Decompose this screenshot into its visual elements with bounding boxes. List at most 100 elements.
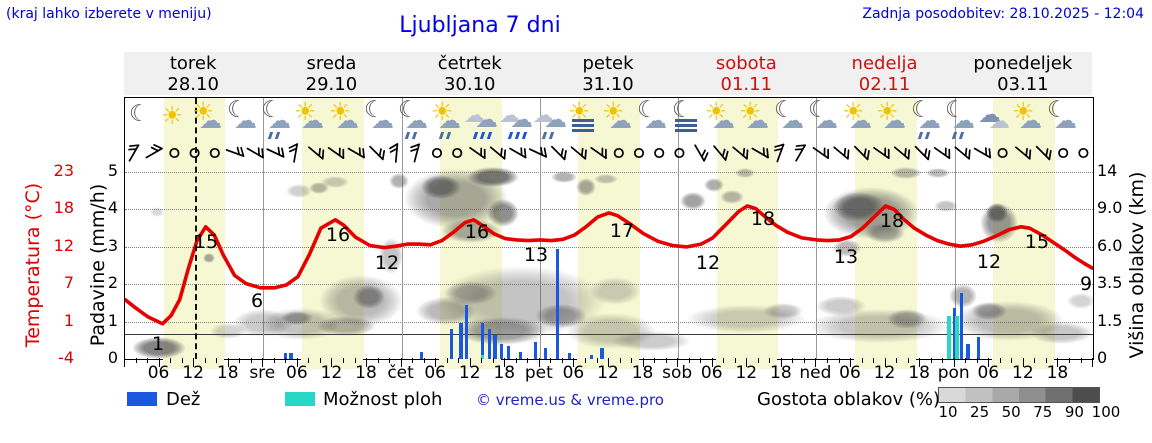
- day-header: nedelja 02.11: [815, 53, 953, 95]
- fog-line: [675, 119, 697, 122]
- hour-label: 18: [631, 363, 654, 383]
- weather-icon-sun-cloud: ☀ ☁: [292, 99, 328, 141]
- time-tick: [677, 358, 679, 367]
- precip-gridline: [125, 246, 1093, 248]
- weather-icon-sun-cloud: ☀ ☁: [600, 99, 636, 141]
- day-date: 30.10: [443, 74, 496, 95]
- sun-icon: ☀: [294, 97, 317, 126]
- weather-icon-sun-cloud: ☀ ☁: [190, 99, 226, 141]
- rain-bar: [966, 344, 970, 359]
- temp-tick-label: 18: [53, 198, 74, 218]
- time-tick: [319, 358, 321, 363]
- cloud-icon: ☁: [405, 108, 428, 134]
- temp-value-label: 12: [695, 252, 721, 274]
- cloud-density-tick-label: 10: [938, 403, 958, 421]
- cloud-tick-label: 1.5: [1097, 310, 1123, 330]
- cloud-icon: ☁: [883, 108, 906, 134]
- day-header: sobota 01.11: [677, 53, 815, 95]
- rain-bar: [289, 353, 293, 359]
- cloud-icon: ☁: [544, 107, 567, 133]
- cloud-icon: ☁: [499, 103, 520, 127]
- time-tick: [135, 358, 137, 363]
- credit-link[interactable]: © vreme.us & vreme.pro: [476, 391, 664, 409]
- fog-line: [675, 124, 697, 127]
- rain-bar: [420, 351, 424, 359]
- drizzle-mark: [274, 132, 280, 139]
- time-tick: [296, 358, 298, 367]
- cloud-icon: ☁: [268, 108, 291, 134]
- cloud-density-blob: [286, 184, 312, 198]
- temp-value-label: 12: [976, 251, 1002, 273]
- cloud-density-blob: [934, 200, 958, 212]
- drizzle-mark: [472, 132, 478, 139]
- rain-bar: [283, 353, 287, 359]
- time-tick: [665, 358, 667, 363]
- sun-icon: ☀: [161, 101, 184, 130]
- time-tick: [1045, 358, 1047, 363]
- cloud-density-blob: [589, 277, 641, 305]
- moon-icon: ☾: [945, 97, 966, 123]
- time-tick: [930, 358, 932, 363]
- time-tick: [803, 358, 805, 363]
- time-tick: [147, 358, 148, 363]
- cloud-density-blob: [421, 175, 461, 199]
- cloud-density-blob: [309, 182, 329, 194]
- cloud-icon: ☁: [989, 109, 1010, 133]
- cloud-icon: ☁: [815, 108, 838, 134]
- moon-icon: ☾: [364, 97, 385, 123]
- cloud-density-blob: [594, 174, 618, 184]
- day-header: ponedeljek 03.11: [954, 53, 1092, 95]
- moon-icon: ☾: [129, 101, 150, 127]
- drizzle-mark: [514, 132, 520, 139]
- precip-tick-label: 2: [107, 273, 118, 293]
- time-tick: [988, 358, 990, 367]
- temp-value-label: 12: [374, 252, 400, 274]
- weather-icon-sun-cloud: ☀ ☁: [1010, 99, 1046, 141]
- day-name: ponedeljek: [973, 53, 1073, 74]
- weather-icon-cloud-rain: ☁ ☁: [463, 99, 499, 141]
- cloud-density-blob: [1029, 322, 1093, 344]
- drizzle-mark: [479, 132, 485, 139]
- weather-icon-sun-cloud: ☀ ☁: [874, 99, 910, 141]
- temp-value-label: 17: [609, 220, 635, 242]
- drizzle-mark: [486, 132, 492, 139]
- moon-icon: ☾: [911, 97, 932, 123]
- weather-icon-moon-cloud-drizzle: ☾ ☁: [942, 99, 978, 141]
- time-tick: [561, 358, 563, 363]
- cloud-density-blob: [551, 171, 577, 183]
- weather-icon-moon-cloud: ☾ ☁: [361, 99, 397, 141]
- shower-bar: [947, 315, 951, 359]
- day-separator-line: [678, 98, 680, 359]
- hour-label: 06: [286, 363, 308, 383]
- cloud-density-blob: [389, 173, 409, 189]
- temp-value-label: 15: [1024, 231, 1050, 253]
- time-tick: [815, 358, 817, 367]
- hour-label: 18: [770, 363, 792, 383]
- cloud-density-gradient-bar: [938, 387, 1100, 403]
- moon-icon: ☾: [398, 97, 419, 123]
- shower-legend-label: Možnost ploh: [323, 389, 443, 410]
- time-tick: [746, 358, 748, 367]
- cloud-icon: ☁: [918, 108, 941, 134]
- weather-icon-cloud-drizzle: ☁ ☁: [532, 99, 568, 141]
- day-abbrev-label: pon: [937, 363, 970, 383]
- cloud-icon: ☁: [609, 108, 632, 134]
- day-separator-line: [539, 98, 541, 359]
- forecast-plot-area: [124, 97, 1094, 360]
- sun-icon: ☀: [192, 97, 215, 126]
- day-date: 31.10: [582, 74, 634, 95]
- cloud-icon: ☁: [234, 108, 257, 134]
- day-header: torek 28.10: [124, 53, 262, 95]
- low-level-line: [125, 334, 1093, 335]
- moon-icon: ☾: [227, 97, 248, 123]
- drizzle-mark: [411, 132, 417, 139]
- day-name: nedelja: [851, 53, 918, 74]
- cloud-density-blob: [763, 303, 803, 319]
- time-tick: [423, 358, 425, 363]
- cloud-density-tick-label: 90: [1064, 403, 1084, 421]
- day-abbrev-label: ned: [799, 363, 832, 383]
- hour-label: 18: [908, 363, 930, 383]
- hour-label: 12: [320, 363, 343, 383]
- hour-label: 12: [597, 363, 619, 383]
- fog-line: [572, 124, 594, 127]
